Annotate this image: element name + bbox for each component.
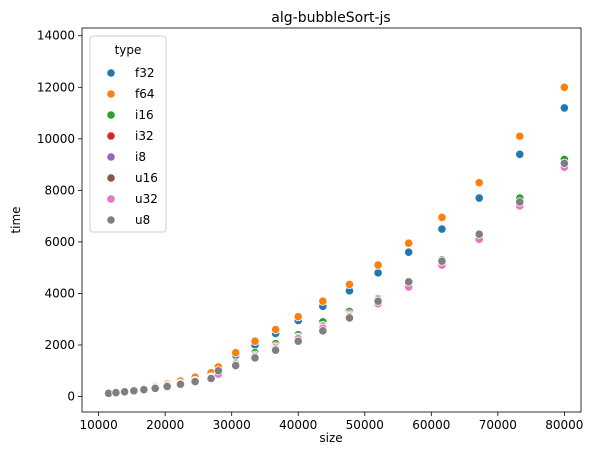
data-points bbox=[104, 82, 569, 398]
legend-marker-i16 bbox=[106, 110, 116, 120]
data-point-f64 bbox=[404, 238, 414, 248]
data-point-u8 bbox=[139, 385, 149, 395]
y-tick-label: 4000 bbox=[44, 286, 75, 300]
x-tick-label: 40000 bbox=[279, 418, 317, 432]
legend-label-f32: f32 bbox=[135, 66, 155, 80]
legend-label-i16: i16 bbox=[135, 108, 154, 122]
plot-frame bbox=[81, 27, 582, 413]
data-point-u8 bbox=[344, 313, 355, 323]
data-point-f64 bbox=[318, 296, 328, 306]
data-point-u8 bbox=[318, 326, 328, 336]
y-tick-label: 2000 bbox=[44, 338, 75, 352]
data-point-u8 bbox=[119, 387, 130, 397]
data-point-u8 bbox=[437, 256, 447, 266]
data-point-u8 bbox=[129, 386, 139, 396]
legend-marker-u32 bbox=[106, 194, 116, 204]
legend-marker-i32 bbox=[106, 131, 116, 141]
data-point-u8 bbox=[250, 353, 260, 363]
data-point-u8 bbox=[271, 345, 281, 355]
legend-entries: f32 f64 i16 i32 i8 u16 u32 u8 bbox=[106, 66, 158, 227]
data-point-u8 bbox=[175, 379, 186, 389]
x-tick-label: 80000 bbox=[545, 418, 583, 432]
y-tick-label: 0 bbox=[67, 390, 75, 404]
legend-box bbox=[89, 35, 167, 233]
x-tick-label: 60000 bbox=[412, 418, 450, 432]
data-point-f32 bbox=[474, 193, 484, 203]
data-point-u8 bbox=[515, 197, 525, 207]
data-point-u8 bbox=[190, 376, 200, 387]
data-point-f64 bbox=[373, 260, 383, 270]
data-point-f64 bbox=[474, 178, 484, 188]
x-axis: 10000 20000 30000 40000 50000 60000 70000 80000 bbox=[80, 412, 583, 432]
data-point-f64 bbox=[271, 324, 281, 335]
legend-marker-u8 bbox=[106, 215, 116, 225]
x-axis-title: size bbox=[319, 431, 342, 445]
y-axis-title: time bbox=[9, 206, 23, 233]
legend-marker-f32 bbox=[106, 68, 116, 78]
data-point-f32 bbox=[404, 247, 414, 257]
y-tick-label: 14000 bbox=[37, 29, 75, 43]
data-point-f32 bbox=[373, 268, 383, 278]
data-point-u8 bbox=[474, 229, 484, 239]
data-point-u8 bbox=[373, 296, 383, 306]
data-point-f64 bbox=[344, 279, 355, 290]
data-point-f64 bbox=[293, 312, 303, 322]
data-point-f64 bbox=[559, 82, 569, 92]
data-point-f64 bbox=[231, 348, 241, 358]
legend: type f32 f64 i16 i32 i8 u16 u32 u8 bbox=[89, 35, 167, 233]
y-tick-label: 10000 bbox=[37, 132, 75, 146]
data-point-f64 bbox=[437, 212, 447, 223]
legend-label-i32: i32 bbox=[135, 129, 154, 143]
data-point-u8 bbox=[111, 388, 121, 398]
legend-marker-f64 bbox=[106, 89, 116, 99]
data-point-f32 bbox=[515, 149, 525, 159]
data-point-f32 bbox=[437, 224, 447, 234]
legend-marker-i8 bbox=[106, 152, 116, 162]
y-tick-label: 8000 bbox=[44, 183, 75, 197]
data-point-u8 bbox=[231, 361, 241, 371]
y-tick-label: 6000 bbox=[44, 235, 75, 249]
legend-title: type bbox=[115, 43, 142, 57]
legend-label-i8: i8 bbox=[135, 150, 146, 164]
data-point-f32 bbox=[559, 103, 569, 113]
x-tick-label: 10000 bbox=[80, 418, 118, 432]
data-point-u8 bbox=[206, 373, 216, 384]
data-point-u8 bbox=[559, 158, 569, 168]
y-axis: 0 2000 4000 6000 8000 10000 12000 14000 bbox=[37, 29, 82, 404]
x-tick-label: 50000 bbox=[346, 418, 384, 432]
x-tick-label: 30000 bbox=[213, 418, 251, 432]
chart-title: alg-bubbleSort-js bbox=[271, 10, 390, 26]
data-point-u8 bbox=[404, 277, 414, 287]
legend-label-u16: u16 bbox=[135, 171, 158, 185]
x-tick-label: 70000 bbox=[479, 418, 517, 432]
x-tick-label: 20000 bbox=[146, 418, 184, 432]
data-point-f64 bbox=[515, 131, 525, 141]
legend-label-u32: u32 bbox=[135, 192, 158, 206]
legend-marker-u16 bbox=[106, 173, 116, 183]
data-point-f64 bbox=[250, 336, 260, 346]
data-point-u8 bbox=[162, 381, 172, 392]
y-tick-label: 12000 bbox=[37, 80, 75, 94]
legend-label-u8: u8 bbox=[135, 213, 150, 227]
data-point-u8 bbox=[213, 366, 223, 376]
data-point-u8 bbox=[293, 336, 303, 346]
legend-label-f64: f64 bbox=[135, 87, 155, 101]
data-point-u8 bbox=[150, 383, 160, 393]
